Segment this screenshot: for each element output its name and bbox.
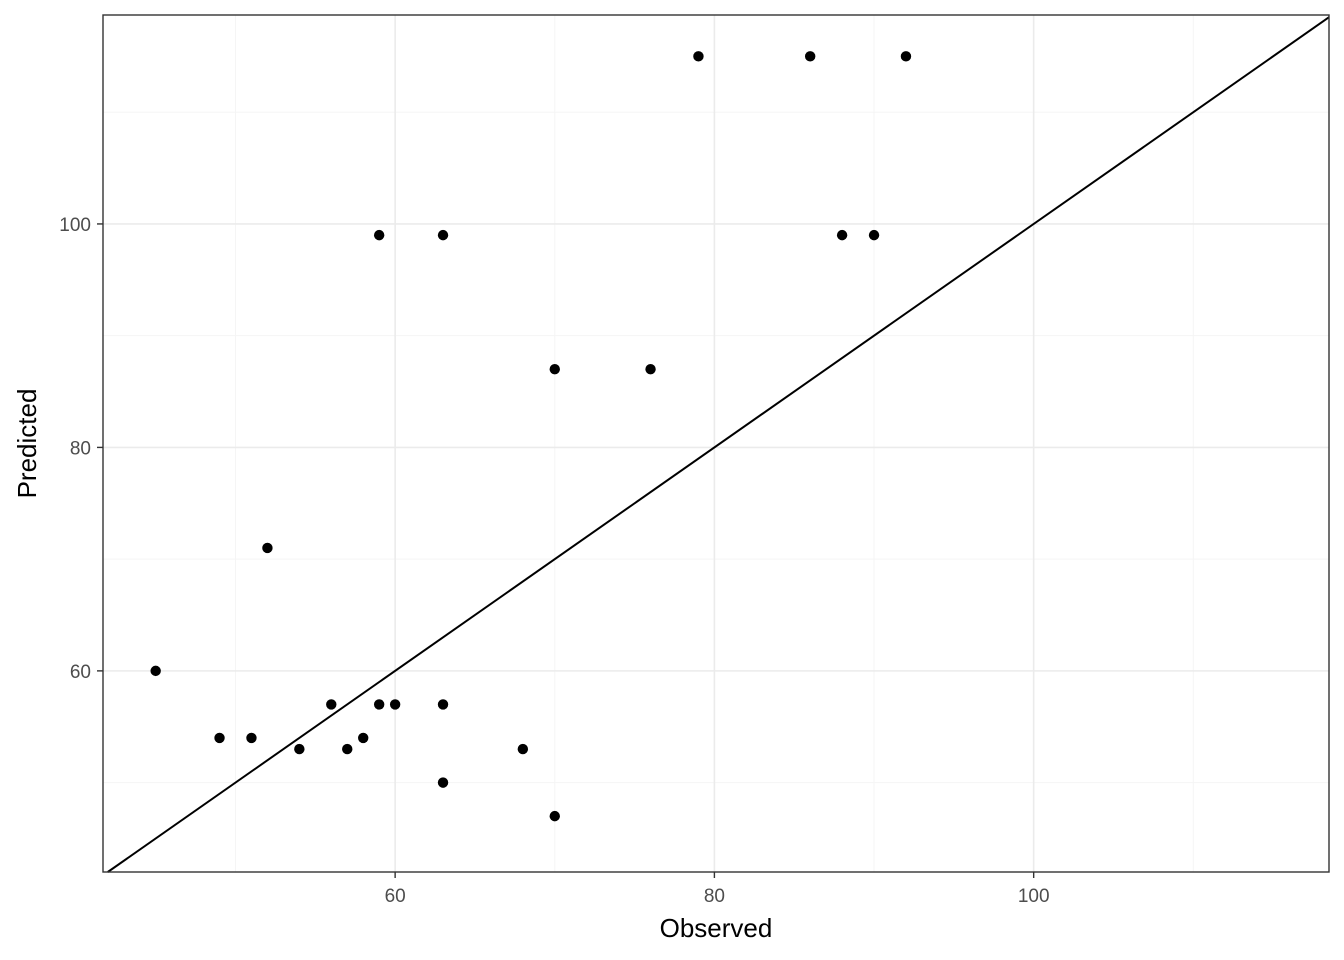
data-point [358,732,369,744]
data-point [836,229,848,241]
minor-gridlines [103,15,1329,872]
data-point [645,363,656,375]
y-axis-tick-labels: 60 80 100 [59,215,91,683]
data-point [549,810,560,822]
y-axis-title: Predicted [12,389,42,499]
reference-line-layer [107,16,1330,873]
data-point [437,777,449,788]
data-point [342,743,353,755]
axis-ticks [97,223,1035,878]
x-tick-label: 100 [1018,886,1050,907]
data-point [549,363,560,375]
data-point [804,51,816,62]
x-axis-tick-labels: 60 80 100 [385,886,1050,907]
data-point [294,743,305,755]
data-point [517,743,529,755]
x-axis-title: Observed [660,913,773,943]
data-point [214,732,225,744]
x-tick-label: 60 [385,886,406,907]
data-point [389,699,401,710]
data-point [326,699,337,710]
data-point [900,51,912,62]
data-point [373,699,385,710]
y-tick-label: 60 [70,662,91,683]
data-point [373,229,385,241]
data-point [437,229,449,241]
data-point [262,542,273,554]
data-point [246,732,257,744]
y-tick-label: 100 [59,215,91,236]
points-layer [150,51,912,822]
panel-border [102,14,1330,873]
data-point [437,699,449,710]
identity-line [107,16,1330,873]
data-point [868,229,880,241]
data-point [693,51,704,62]
data-point [150,665,161,677]
x-tick-label: 80 [704,886,725,907]
y-tick-label: 80 [70,438,91,459]
